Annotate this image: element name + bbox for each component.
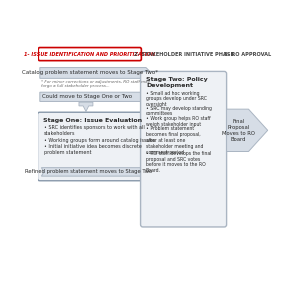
Polygon shape [79, 102, 93, 112]
Text: Stage Two: Policy
Development: Stage Two: Policy Development [146, 77, 208, 88]
Polygon shape [40, 92, 148, 101]
Text: • SRC may develop standing
committees: • SRC may develop standing committees [146, 106, 212, 116]
Text: • Work group helps RO staff
weigh stakeholder input: • Work group helps RO staff weigh stakeh… [146, 116, 211, 127]
Text: Catalog problem statement moves to Stage Two*: Catalog problem statement moves to Stage… [22, 70, 158, 76]
Text: * For minor corrections or adjustments, RO staff may
forgo a full stakeholder pr: * For minor corrections or adjustments, … [41, 80, 151, 88]
FancyBboxPatch shape [38, 47, 141, 61]
Text: • Working groups form around catalog issues: • Working groups form around catalog iss… [44, 138, 155, 142]
FancyBboxPatch shape [38, 112, 142, 181]
Text: 3- RO APPROVAL: 3- RO APPROVAL [224, 52, 271, 57]
Polygon shape [40, 68, 152, 78]
Polygon shape [226, 109, 268, 152]
Text: • RO staff develops the final
proposal and SRC votes
before it moves to the RO
B: • RO staff develops the final proposal a… [146, 151, 212, 173]
Text: • SRC identifies sponsors to work with all
stakeholders: • SRC identifies sponsors to work with a… [44, 125, 145, 136]
Text: • Problem statement
becomes final proposal,
after at least one
stakeholder meeti: • Problem statement becomes final propos… [146, 127, 203, 155]
FancyBboxPatch shape [141, 71, 226, 227]
Polygon shape [41, 168, 151, 176]
Text: Refined problem statement moves to Stage Two: Refined problem statement moves to Stage… [26, 169, 153, 174]
Text: 2- STAKEHOLDER INITIATIVE PHASE: 2- STAKEHOLDER INITIATIVE PHASE [134, 52, 233, 57]
Text: • Small ad hoc working
groups develop under SRC
oversight: • Small ad hoc working groups develop un… [146, 91, 207, 107]
Text: Could move to Stage One or Two: Could move to Stage One or Two [42, 94, 133, 99]
Text: Final
Proposal
Moves to RO
Board: Final Proposal Moves to RO Board [222, 119, 255, 142]
Text: • Initial initiative idea becomes discrete
problem statement: • Initial initiative idea becomes discre… [44, 144, 142, 155]
Text: Stage One: Issue Evaluation: Stage One: Issue Evaluation [43, 118, 142, 123]
Text: 1- ISSUE IDENTIFICATION AND PRIORITIZATION: 1- ISSUE IDENTIFICATION AND PRIORITIZATI… [24, 52, 155, 57]
